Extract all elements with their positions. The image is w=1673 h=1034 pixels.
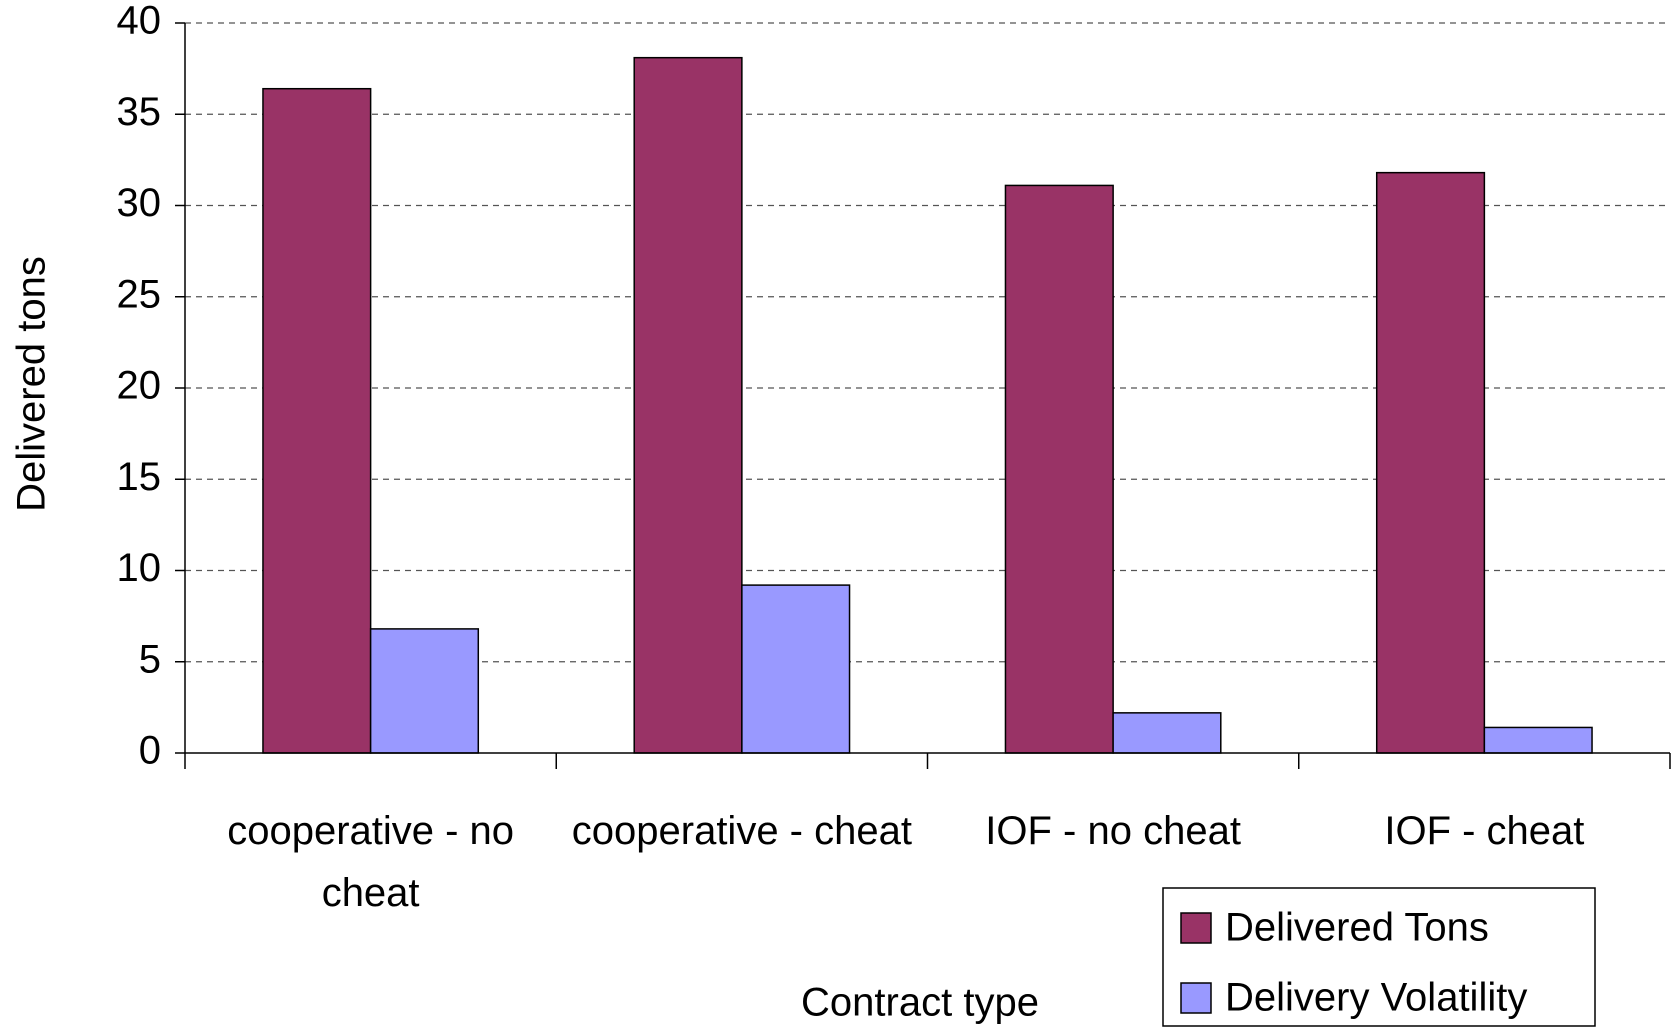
bar <box>633 56 743 754</box>
y-tick-label: 35 <box>117 90 162 134</box>
y-tick-label: 40 <box>117 0 162 43</box>
bar <box>262 87 372 754</box>
legend-label: Delivery Volatility <box>1225 976 1527 1020</box>
y-tick-label: 25 <box>117 272 162 316</box>
x-tick-label: cooperative - no cheat <box>227 809 515 915</box>
legend-swatch <box>1180 982 1212 1014</box>
x-tick-label: IOF - cheat <box>1384 809 1585 853</box>
legend-label: Delivered Tons <box>1225 906 1489 950</box>
y-tick-label: 10 <box>117 546 162 590</box>
legend-box <box>1162 887 1596 1027</box>
bar <box>1375 171 1486 754</box>
y-axis-title: Delivered tons <box>10 256 54 512</box>
x-axis-title: Contract type <box>801 981 1039 1025</box>
x-tick-label: cooperative - cheat <box>571 809 912 853</box>
y-tick-label: 15 <box>117 455 162 499</box>
y-tick-label: 30 <box>117 181 162 225</box>
x-tick-label: IOF - no cheat <box>985 809 1241 853</box>
legend-swatch <box>1180 912 1212 944</box>
bar <box>1112 712 1222 754</box>
bar <box>1483 726 1593 754</box>
y-tick-label: 5 <box>139 637 161 681</box>
y-tick-label: 0 <box>139 729 161 773</box>
bar <box>741 584 851 754</box>
bar <box>369 628 480 754</box>
bar <box>1004 184 1114 754</box>
y-tick-label: 20 <box>117 364 162 408</box>
